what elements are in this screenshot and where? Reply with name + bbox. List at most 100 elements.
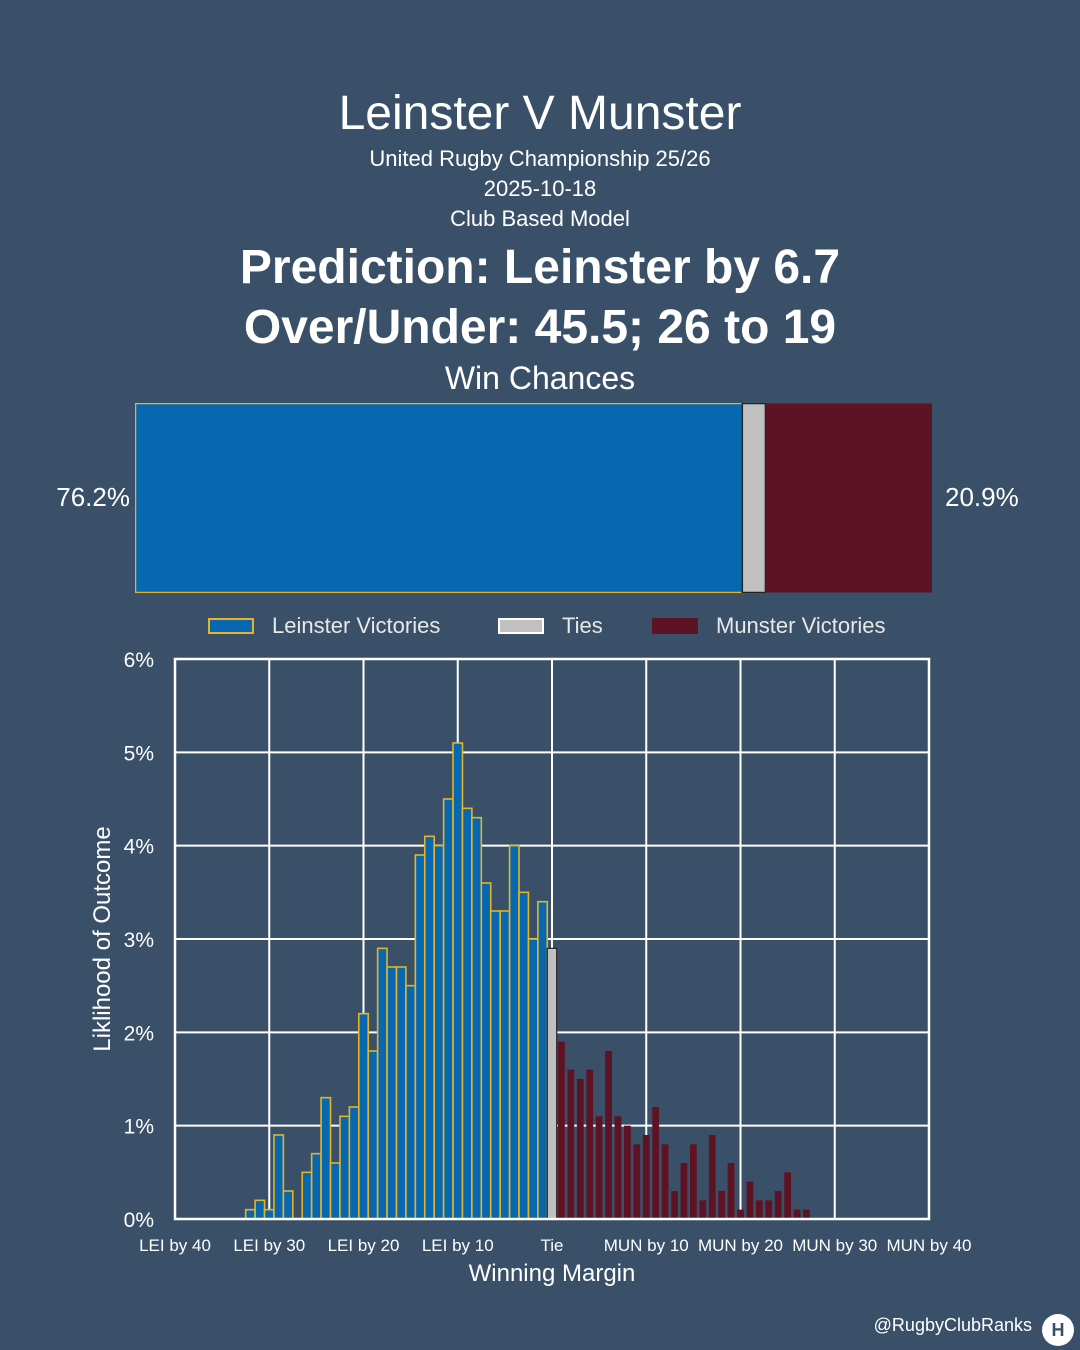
bar-munster-21 — [755, 1200, 763, 1219]
chart-grid — [174, 658, 930, 1220]
bar-leinster-21 — [442, 798, 454, 1220]
bar-leinster-17 — [405, 984, 417, 1220]
x-tick-label-8: MUN by 40 — [886, 1236, 971, 1255]
bar-munster-26 — [803, 1209, 810, 1219]
bar-munster-18 — [727, 1163, 735, 1219]
x-tick-label-1: LEI by 30 — [233, 1236, 305, 1255]
y-tick-label-2: 2% — [124, 1022, 154, 1045]
bar-leinster-12 — [357, 1012, 370, 1220]
y-axis-label: Liklihood of Outcome — [89, 826, 116, 1051]
bar-munster-7 — [624, 1125, 631, 1219]
y-tick-label-6: 6% — [124, 649, 154, 672]
bar-munster-2 — [576, 1079, 584, 1219]
bar-leinster-13 — [367, 1050, 379, 1220]
legend-swatch-munster — [652, 618, 698, 634]
page-title: Leinster V Munster — [338, 87, 742, 140]
chart-bars — [244, 742, 810, 1220]
bar-munster-22 — [765, 1200, 773, 1219]
credit-handle: @RugbyClubRanks — [873, 1315, 1032, 1335]
bar-leinster-6 — [301, 1171, 313, 1220]
bar-leinster-22 — [452, 742, 464, 1220]
bar-munster-6 — [614, 1116, 622, 1219]
bar-munster-24 — [784, 1172, 792, 1219]
bar-munster-10 — [652, 1107, 660, 1219]
legend-swatch-leinster — [208, 618, 254, 634]
rugby-posts-logo-icon: H — [1042, 1314, 1074, 1346]
bar-munster-15 — [699, 1200, 707, 1219]
x-tick-label-5: MUN by 10 — [604, 1236, 689, 1255]
match-date: 2025-10-18 — [483, 176, 597, 201]
bar-tie-0 — [546, 947, 558, 1220]
legend-item-munster: Munster Victories — [652, 612, 886, 640]
y-tick-label-3: 3% — [124, 929, 154, 952]
win-chances-bar — [135, 403, 932, 593]
bar-munster-11 — [661, 1144, 669, 1219]
bar-leinster-3 — [273, 1134, 285, 1220]
bar-munster-19 — [737, 1209, 744, 1219]
legend-item-ties: Ties — [498, 612, 603, 640]
competition-label: United Rugby Championship 25/26 — [369, 146, 711, 171]
y-axis-ticks: 0% 1% 2% 3% 4% 5% 6% — [124, 649, 154, 1232]
win-bar-ties — [741, 403, 767, 593]
bar-leinster-27 — [499, 910, 511, 1220]
munster-win-pct: 20.9% — [945, 482, 1019, 512]
bar-leinster-0 — [244, 1208, 256, 1220]
bar-munster-3 — [586, 1069, 594, 1219]
win-chances-title: Win Chances — [444, 360, 636, 396]
bar-leinster-14 — [376, 947, 388, 1220]
bar-munster-16 — [708, 1135, 716, 1219]
x-axis-label: Winning Margin — [469, 1260, 636, 1287]
legend-label-munster: Munster Victories — [716, 613, 886, 638]
bar-munster-12 — [671, 1191, 678, 1219]
legend-label-leinster: Leinster Victories — [272, 613, 441, 638]
bar-leinster-25 — [480, 882, 492, 1220]
bar-leinster-2 — [263, 1208, 275, 1220]
bar-leinster-7 — [310, 1152, 322, 1220]
bar-leinster-11 — [348, 1106, 360, 1220]
bar-munster-13 — [680, 1163, 688, 1219]
y-tick-label-5: 5% — [124, 742, 154, 765]
bar-leinster-19 — [423, 835, 435, 1220]
bar-leinster-9 — [329, 1162, 341, 1220]
legend-swatch-ties — [498, 618, 544, 634]
bar-leinster-24 — [471, 816, 483, 1220]
bar-munster-0 — [558, 1041, 565, 1219]
bar-leinster-31 — [537, 900, 549, 1220]
bar-leinster-15 — [386, 966, 398, 1220]
x-tick-label-6: MUN by 20 — [698, 1236, 783, 1255]
bar-leinster-8 — [320, 1096, 332, 1220]
win-bar-leinster — [135, 403, 744, 593]
bar-leinster-23 — [461, 807, 473, 1220]
win-bar-munster — [765, 403, 932, 593]
bar-munster-5 — [605, 1051, 612, 1219]
bar-leinster-16 — [395, 966, 407, 1220]
x-tick-label-3: LEI by 10 — [422, 1236, 494, 1255]
bar-leinster-18 — [414, 854, 426, 1220]
bar-leinster-30 — [527, 938, 539, 1220]
over-under-text: Over/Under: 45.5; 26 to 19 — [243, 301, 837, 354]
bar-munster-4 — [595, 1116, 603, 1219]
legend-item-leinster: Leinster Victories — [208, 612, 440, 640]
bar-munster-23 — [774, 1191, 782, 1219]
bar-leinster-29 — [518, 891, 530, 1220]
bar-munster-25 — [793, 1209, 801, 1219]
bar-leinster-1 — [254, 1199, 266, 1220]
x-axis-ticks: LEI by 40 LEI by 30 LEI by 20 LEI by 10 Tie M… — [139, 1236, 971, 1255]
y-tick-label-0: 0% — [124, 1209, 154, 1232]
x-tick-label-2: LEI by 20 — [328, 1236, 400, 1255]
x-tick-label-4: Tie — [541, 1236, 564, 1255]
model-label: Club Based Model — [450, 206, 630, 231]
bar-munster-9 — [642, 1135, 650, 1219]
bar-munster-14 — [689, 1144, 697, 1219]
plot-frame — [173, 657, 931, 1221]
bar-munster-1 — [567, 1069, 575, 1219]
bar-munster-20 — [746, 1181, 754, 1219]
bar-leinster-10 — [339, 1115, 351, 1220]
y-tick-label-4: 4% — [124, 836, 154, 859]
bar-leinster-26 — [489, 910, 501, 1220]
leinster-win-pct: 76.2% — [56, 482, 130, 512]
bar-munster-17 — [718, 1191, 726, 1219]
y-tick-label-1: 1% — [124, 1116, 154, 1139]
bar-leinster-20 — [433, 844, 445, 1220]
legend-label-ties: Ties — [562, 613, 603, 638]
